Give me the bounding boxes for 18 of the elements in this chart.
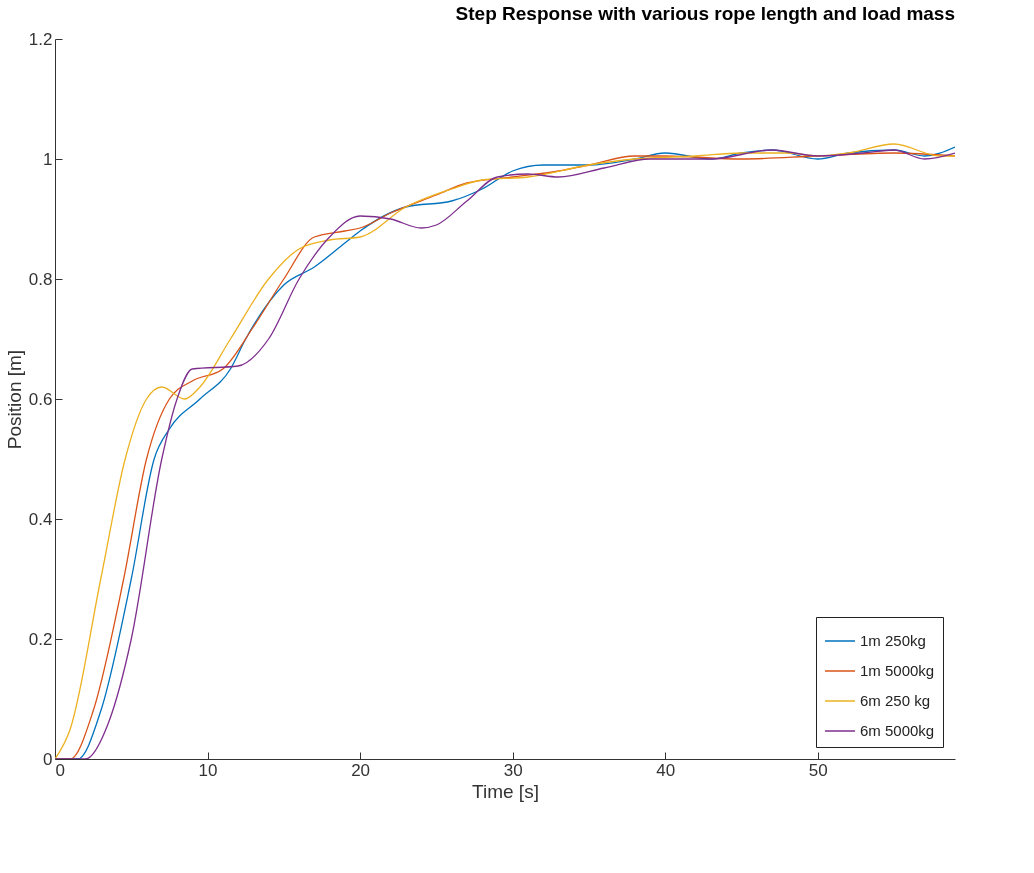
legend-label: 6m 5000kg bbox=[860, 722, 935, 739]
x-tick-label: 10 bbox=[198, 760, 218, 780]
y-tick-label: 0.8 bbox=[28, 269, 53, 289]
x-axis-title: Time [s] bbox=[472, 780, 539, 802]
x-tick-label: 20 bbox=[351, 760, 371, 780]
y-tick-label: 0.6 bbox=[28, 389, 53, 409]
x-tick-label: 50 bbox=[808, 760, 828, 780]
legend-label: 6m 250 kg bbox=[860, 692, 931, 709]
y-tick-label: 1.2 bbox=[28, 29, 53, 49]
y-tick-label: 0.2 bbox=[28, 629, 53, 649]
x-tick-label: 30 bbox=[503, 760, 523, 780]
y-axis-title: Position [m] bbox=[3, 349, 25, 450]
legend-label: 1m 5000kg bbox=[860, 662, 935, 679]
x-tick-label: 40 bbox=[656, 760, 676, 780]
chart-title: Step Response with various rope length and load mass bbox=[455, 3, 955, 24]
legend-label: 1m 250kg bbox=[860, 632, 926, 649]
y-tick-label: 0.4 bbox=[28, 509, 53, 529]
y-tick-label: 1 bbox=[43, 149, 53, 169]
